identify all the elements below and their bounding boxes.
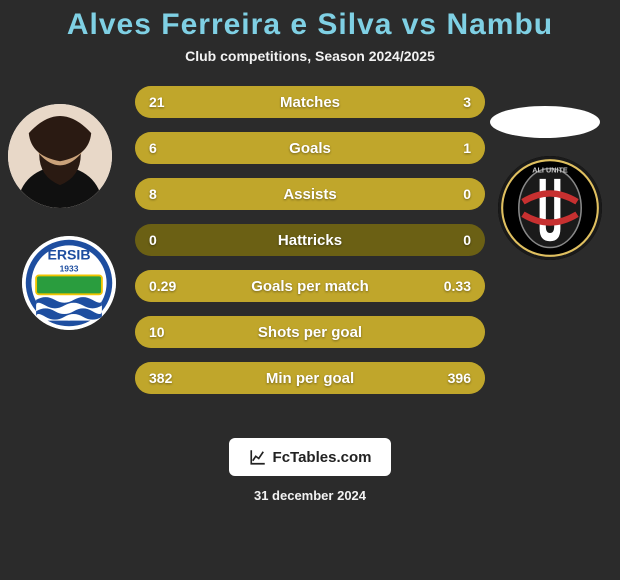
bali-united-badge-icon: ALI UNITE bbox=[498, 156, 602, 260]
player-avatar-right-placeholder bbox=[490, 106, 600, 138]
watermark-text: FcTables.com bbox=[273, 449, 372, 466]
stat-bar: 6 1 Goals bbox=[135, 132, 485, 164]
stat-value-right: 396 bbox=[448, 370, 471, 386]
stat-value-right: 1 bbox=[463, 140, 471, 156]
stat-value-right: 0.33 bbox=[444, 278, 471, 294]
stat-label: Assists bbox=[283, 186, 336, 203]
bar-fill-left bbox=[135, 132, 435, 164]
stat-label: Shots per goal bbox=[258, 324, 362, 341]
stat-value-left: 0 bbox=[149, 232, 157, 248]
club-badge-right: ALI UNITE bbox=[498, 156, 602, 260]
stat-bar: 0.29 0.33 Goals per match bbox=[135, 270, 485, 302]
stat-label: Goals bbox=[289, 140, 331, 157]
stat-value-left: 21 bbox=[149, 94, 165, 110]
stat-value-right: 3 bbox=[463, 94, 471, 110]
bar-fill-right bbox=[435, 132, 485, 164]
stat-value-right: 0 bbox=[463, 186, 471, 202]
stat-value-left: 8 bbox=[149, 186, 157, 202]
stat-label: Min per goal bbox=[266, 370, 354, 387]
page-subtitle: Club competitions, Season 2024/2025 bbox=[185, 48, 435, 64]
stat-value-left: 382 bbox=[149, 370, 172, 386]
stat-bar: 10 Shots per goal bbox=[135, 316, 485, 348]
date-text: 31 december 2024 bbox=[254, 488, 366, 503]
player-avatar-left bbox=[8, 104, 112, 208]
stat-label: Hattricks bbox=[278, 232, 342, 249]
avatar-placeholder-icon bbox=[8, 104, 112, 208]
stat-bar: 8 0 Assists bbox=[135, 178, 485, 210]
stat-bar: 0 0 Hattricks bbox=[135, 224, 485, 256]
stat-bar: 21 3 Matches bbox=[135, 86, 485, 118]
stat-label: Matches bbox=[280, 94, 340, 111]
comparison-area: 21 3 Matches 6 1 Goals 8 0 Assists 0 0 Hattricks 0.2… bbox=[0, 86, 620, 416]
page-title: Alves Ferreira e Silva vs Nambu bbox=[67, 8, 553, 42]
content: Alves Ferreira e Silva vs Nambu Club com… bbox=[0, 0, 620, 580]
stat-value-right: 0 bbox=[463, 232, 471, 248]
stat-value-left: 6 bbox=[149, 140, 157, 156]
club-badge-left: ERSIB 1933 bbox=[22, 236, 116, 330]
stat-value-left: 10 bbox=[149, 324, 165, 340]
stat-bar: 382 396 Min per goal bbox=[135, 362, 485, 394]
svg-text:ALI UNITE: ALI UNITE bbox=[532, 166, 568, 175]
stat-value-left: 0.29 bbox=[149, 278, 176, 294]
badge-left-text: ERSIB bbox=[47, 247, 90, 263]
persib-badge-icon: ERSIB 1933 bbox=[22, 236, 116, 330]
stat-label: Goals per match bbox=[251, 278, 369, 295]
watermark: FcTables.com bbox=[229, 438, 392, 476]
stat-bars: 21 3 Matches 6 1 Goals 8 0 Assists 0 0 Hattricks 0.2… bbox=[135, 86, 485, 394]
badge-left-year: 1933 bbox=[60, 264, 79, 274]
chart-icon bbox=[249, 448, 267, 466]
